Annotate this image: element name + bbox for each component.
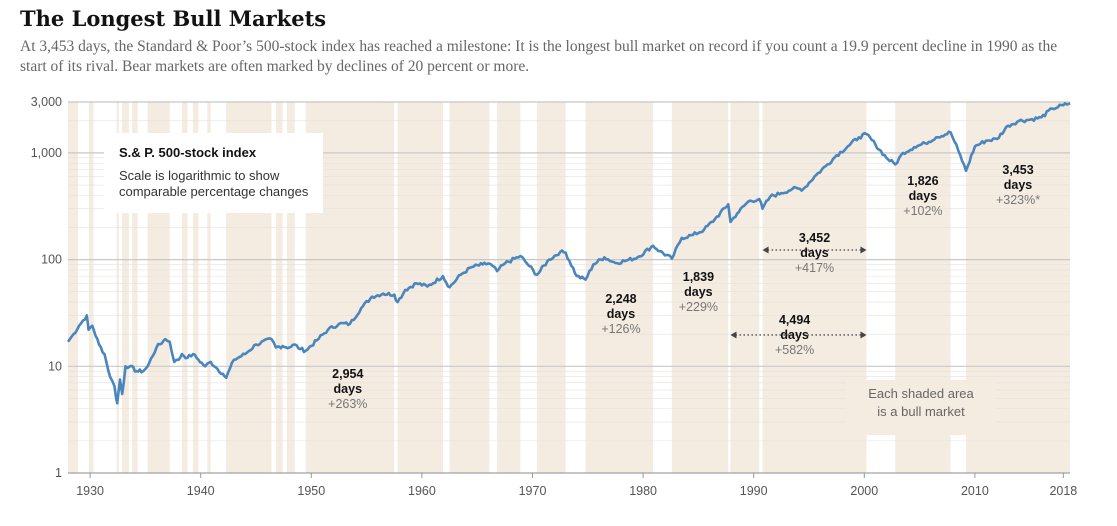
legend-note: Scale is logarithmic to show comparable … <box>119 168 309 199</box>
annotation-change-5: +102% <box>903 204 942 218</box>
bull-market-shading <box>68 102 1070 473</box>
x-axis: 1930 1940 1950 1960 1970 1980 1990 2000 2010 2018 <box>68 472 1077 498</box>
arrow-3452-head-right <box>860 246 867 254</box>
bull-market-6 <box>181 102 188 473</box>
annotation-days-4: 4,494 <box>779 313 810 327</box>
annotation-change-2: +229% <box>679 300 718 314</box>
arrow-3452-head-left <box>762 246 769 254</box>
annotation-unit-3: days <box>800 246 829 260</box>
annotation-change-4: +582% <box>775 343 814 357</box>
chart-subtitle: At 3,453 days, the Standard & Poor’s 500… <box>20 38 1058 75</box>
y-tick-label: 10 <box>48 359 62 373</box>
series-layer <box>66 101 1071 405</box>
x-tick-label: 1980 <box>629 484 657 498</box>
bull-market-17 <box>585 102 654 473</box>
sp500-line-0 <box>66 101 1071 405</box>
x-tick-label: 1950 <box>297 484 325 498</box>
chart-title: The Longest Bull Markets <box>20 6 327 31</box>
y-axis: 1 10 100 1,000 3,000 <box>31 95 62 480</box>
annotation-days-6: 3,453 <box>1002 163 1033 177</box>
bull-market-19 <box>730 102 760 473</box>
annotation-unit-2: days <box>684 285 713 299</box>
bull-market-8 <box>207 102 211 473</box>
bull-market-11 <box>286 102 295 473</box>
bull-market-10 <box>275 102 283 473</box>
annotations-layer: 2,954days+263%2,248days+126%1,839days+22… <box>328 163 1040 411</box>
bull-market-3 <box>122 102 129 473</box>
arrow-4494-head-left <box>730 331 737 339</box>
bull-market-0 <box>68 102 78 473</box>
annotation-unit-4: days <box>780 328 809 342</box>
duration-arrows <box>730 246 867 339</box>
x-tick-label: 1990 <box>740 484 768 498</box>
annotation-change-1: +126% <box>601 322 640 336</box>
bull-market-14 <box>449 102 490 473</box>
y-tick-label: 3,000 <box>31 95 62 109</box>
x-tick-label: 1970 <box>519 484 547 498</box>
x-tick-label: 2000 <box>850 484 878 498</box>
x-tick-label: 2010 <box>961 484 989 498</box>
x-tick-label: 1940 <box>187 484 215 498</box>
annotation-unit-0: days <box>334 382 363 396</box>
bull-market-15 <box>497 102 521 473</box>
annotation-change-3: +417% <box>795 261 834 275</box>
annotation-days-3: 3,452 <box>799 231 830 245</box>
y-tick-label: 1 <box>55 466 62 480</box>
x-tick-label: 2018 <box>1049 484 1077 498</box>
bull-market-13 <box>397 102 443 473</box>
shaded-area-note: Each shaded area is a bull market <box>846 380 996 435</box>
x-tick-label: 1930 <box>76 484 104 498</box>
annotation-days-0: 2,954 <box>332 367 363 381</box>
legend-title: S.& P. 500-stock index <box>119 145 257 160</box>
annotation-days-1: 2,248 <box>605 292 636 306</box>
bull-market-16 <box>536 102 566 473</box>
y-tick-label: 1,000 <box>31 146 62 160</box>
annotation-unit-5: days <box>909 189 938 203</box>
annotation-change-6: +323%* <box>996 193 1040 207</box>
annotation-days-5: 1,826 <box>907 174 938 188</box>
bull-market-1 <box>89 102 94 473</box>
shaded-area-note-line1: Each shaded area <box>868 386 974 401</box>
arrow-4494-head-right <box>860 331 867 339</box>
shaded-area-note-line2: is a bull market <box>877 404 965 419</box>
annotation-days-2: 1,839 <box>683 270 714 284</box>
annotation-unit-1: days <box>607 307 636 321</box>
x-tick-label: 1960 <box>408 484 436 498</box>
bull-market-7 <box>192 102 199 473</box>
annotation-change-0: +263% <box>328 397 367 411</box>
annotation-unit-6: days <box>1004 178 1033 192</box>
y-tick-label: 100 <box>41 253 62 267</box>
bull-market-4 <box>132 102 138 473</box>
bull-market-18 <box>671 102 729 473</box>
legend-box: S.& P. 500-stock index Scale is logarith… <box>104 133 323 213</box>
bull-market-2 <box>116 102 119 473</box>
